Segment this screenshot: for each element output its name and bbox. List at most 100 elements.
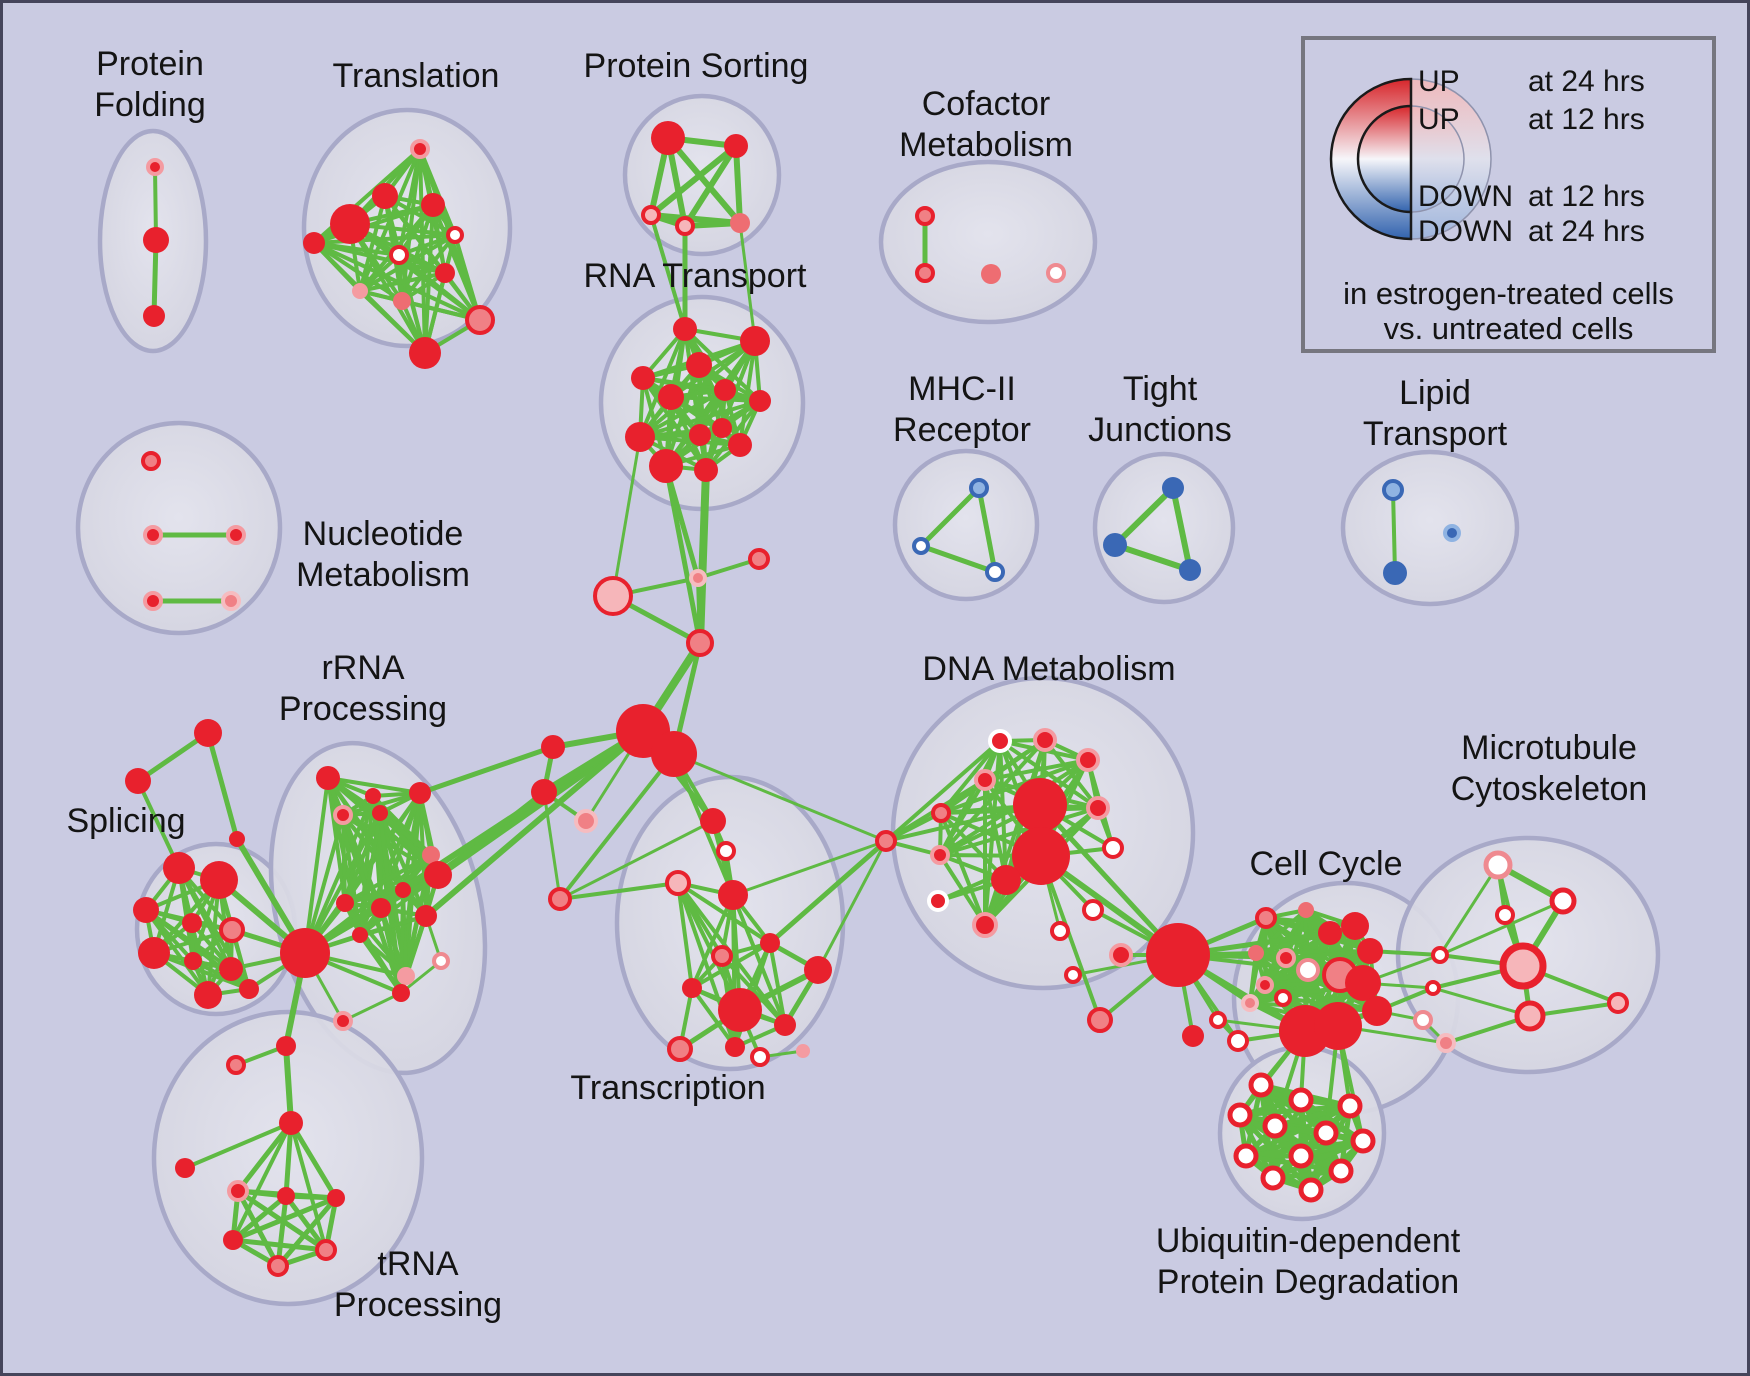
edge — [1391, 488, 1397, 575]
gene-node — [327, 1189, 345, 1207]
cluster-label-lipid-transport: Lipid — [1399, 374, 1471, 412]
edge — [918, 543, 998, 575]
gene-node — [1514, 1000, 1546, 1032]
gene-node — [141, 451, 161, 471]
gene-node — [175, 1158, 195, 1178]
cluster-label-mhc-ii-receptor: MHC-II — [908, 370, 1016, 408]
edge — [672, 752, 888, 843]
gene-node — [1298, 902, 1314, 918]
gene-node — [422, 846, 440, 864]
edge — [358, 933, 408, 978]
gene-node — [931, 803, 951, 823]
gene-node — [1109, 943, 1133, 967]
gene-node — [421, 193, 445, 217]
gene-node — [1607, 992, 1629, 1014]
gene-node — [221, 591, 241, 611]
gene-node — [1146, 923, 1210, 987]
cluster-label-protein-folding: Protein — [96, 45, 204, 83]
edge — [417, 744, 556, 796]
edge — [135, 730, 211, 784]
gene-node — [930, 845, 950, 865]
gene-node — [333, 805, 353, 825]
edge — [1438, 899, 1565, 957]
cluster-label-microtubule-cytoskeleton: Microtubule — [1461, 729, 1637, 767]
gene-node — [371, 898, 391, 918]
gene-node — [725, 1037, 745, 1057]
gene-node — [146, 158, 164, 176]
edge — [348, 222, 427, 355]
gene-node — [1362, 996, 1392, 1026]
cluster-label-ubiquitin-dependent-protein-degradation: Protein Degradation — [1157, 1263, 1459, 1301]
edge — [884, 739, 1002, 843]
cluster-label-microtubule-cytoskeleton: Cytoskeleton — [1451, 770, 1648, 808]
edge — [1431, 986, 1532, 1018]
gene-node — [143, 227, 169, 253]
gene-node — [1102, 837, 1124, 859]
gene-node — [1227, 1030, 1249, 1052]
gene-node — [277, 1187, 295, 1205]
edge — [720, 954, 787, 1027]
gene-node — [1357, 938, 1383, 964]
gene-node — [760, 933, 780, 953]
gene-node — [912, 537, 930, 555]
edge — [768, 941, 787, 1027]
gene-node — [125, 768, 151, 794]
legend-updown-glyph — [1329, 77, 1492, 241]
gene-node — [974, 769, 996, 791]
gene-node — [1086, 796, 1110, 820]
gene-node — [352, 283, 368, 299]
gene-node — [730, 213, 750, 233]
edge — [558, 752, 676, 901]
gene-node — [397, 967, 415, 985]
edge — [938, 738, 1047, 857]
gene-node — [435, 263, 455, 283]
gene-node — [1076, 748, 1100, 772]
legend-time: at 24 hrs — [1528, 215, 1645, 248]
edge — [205, 730, 240, 842]
gene-node — [226, 1055, 246, 1075]
edge — [665, 135, 743, 226]
edge — [283, 1120, 294, 1199]
gene-node — [143, 305, 165, 327]
gene-node — [1162, 477, 1184, 499]
gene-node — [1298, 1177, 1324, 1203]
edge — [767, 838, 889, 946]
edge — [358, 271, 447, 293]
gene-node — [1255, 907, 1277, 929]
gene-node — [700, 808, 726, 834]
gene-node — [740, 326, 770, 356]
edge — [1039, 854, 1102, 1022]
gene-node — [1082, 899, 1104, 921]
gene-node — [1248, 1072, 1274, 1098]
edge — [611, 435, 642, 598]
edge — [358, 933, 403, 995]
gene-node — [796, 1044, 810, 1058]
edge — [358, 873, 440, 937]
cluster-label-cell-cycle: Cell Cycle — [1249, 845, 1402, 883]
edge — [641, 376, 708, 472]
gene-node — [972, 912, 998, 938]
edge — [230, 1237, 329, 1253]
gene-node — [143, 591, 163, 611]
edge — [303, 811, 382, 955]
gene-node — [1288, 1087, 1314, 1113]
gene-node — [1313, 1120, 1339, 1146]
gene-node — [133, 897, 159, 923]
edge — [918, 485, 982, 549]
gene-node — [714, 379, 736, 401]
edge — [235, 1120, 294, 1194]
gene-node — [1425, 980, 1441, 996]
edge — [183, 1121, 293, 1170]
gene-node — [981, 264, 1001, 284]
gene-node — [415, 905, 437, 927]
edge — [378, 811, 428, 918]
gene-node — [279, 1111, 303, 1135]
cluster-label-trna-processing: tRNA — [377, 1245, 459, 1283]
edge — [676, 881, 694, 990]
edge — [1270, 1138, 1366, 1181]
gene-node — [694, 458, 718, 482]
gene-node — [718, 988, 762, 1032]
gene-node — [749, 390, 771, 412]
gene-node — [223, 1230, 243, 1250]
